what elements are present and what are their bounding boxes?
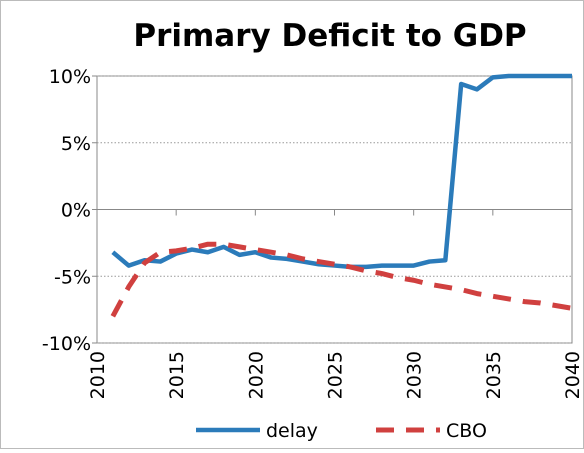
x-tick-label: 2025 (325, 351, 347, 399)
chart-title: Primary Deficit to GDP (133, 18, 526, 54)
legend-label: delay (266, 420, 318, 442)
x-tick-label: 2030 (404, 351, 426, 399)
x-tick-label: 2015 (166, 351, 188, 399)
data-line (111, 73, 572, 270)
x-tick-label: 2040 (562, 351, 584, 399)
x-tick-label: 2020 (245, 351, 267, 399)
y-tick-label: 5% (61, 133, 91, 155)
x-tick-label: 2010 (87, 351, 109, 399)
y-tick-label: -10% (42, 333, 91, 355)
data-line (110, 241, 573, 318)
y-tick-label: 10% (49, 66, 91, 88)
y-tick-label: 0% (61, 200, 91, 222)
x-tick-label: 2035 (483, 351, 505, 399)
legend-label: CBO (446, 420, 487, 442)
y-tick-label: -5% (54, 266, 91, 288)
